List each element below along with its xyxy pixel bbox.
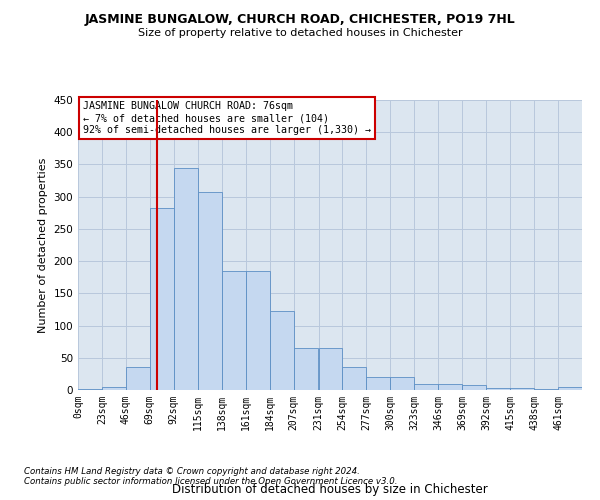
- Bar: [198, 192, 222, 390]
- Bar: [510, 388, 534, 390]
- Bar: [126, 368, 150, 390]
- Text: Size of property relative to detached houses in Chichester: Size of property relative to detached ho…: [137, 28, 463, 38]
- Bar: [534, 388, 558, 390]
- Text: Contains HM Land Registry data © Crown copyright and database right 2024.: Contains HM Land Registry data © Crown c…: [24, 467, 360, 476]
- Bar: [319, 348, 343, 390]
- Text: JASMINE BUNGALOW, CHURCH ROAD, CHICHESTER, PO19 7HL: JASMINE BUNGALOW, CHURCH ROAD, CHICHESTE…: [85, 12, 515, 26]
- Bar: [102, 387, 126, 390]
- Bar: [438, 384, 462, 390]
- Bar: [269, 310, 293, 390]
- Y-axis label: Number of detached properties: Number of detached properties: [38, 158, 48, 332]
- Bar: [367, 377, 391, 390]
- Bar: [174, 168, 198, 390]
- Bar: [558, 387, 582, 390]
- Bar: [293, 348, 317, 390]
- Text: JASMINE BUNGALOW CHURCH ROAD: 76sqm
← 7% of detached houses are smaller (104)
92: JASMINE BUNGALOW CHURCH ROAD: 76sqm ← 7%…: [83, 102, 371, 134]
- X-axis label: Distribution of detached houses by size in Chichester: Distribution of detached houses by size …: [172, 483, 488, 496]
- Bar: [391, 377, 415, 390]
- Bar: [415, 384, 438, 390]
- Bar: [486, 388, 510, 390]
- Bar: [462, 386, 486, 390]
- Bar: [222, 272, 245, 390]
- Bar: [245, 272, 269, 390]
- Bar: [78, 388, 102, 390]
- Bar: [150, 208, 174, 390]
- Text: Contains public sector information licensed under the Open Government Licence v3: Contains public sector information licen…: [24, 477, 398, 486]
- Bar: [343, 368, 367, 390]
